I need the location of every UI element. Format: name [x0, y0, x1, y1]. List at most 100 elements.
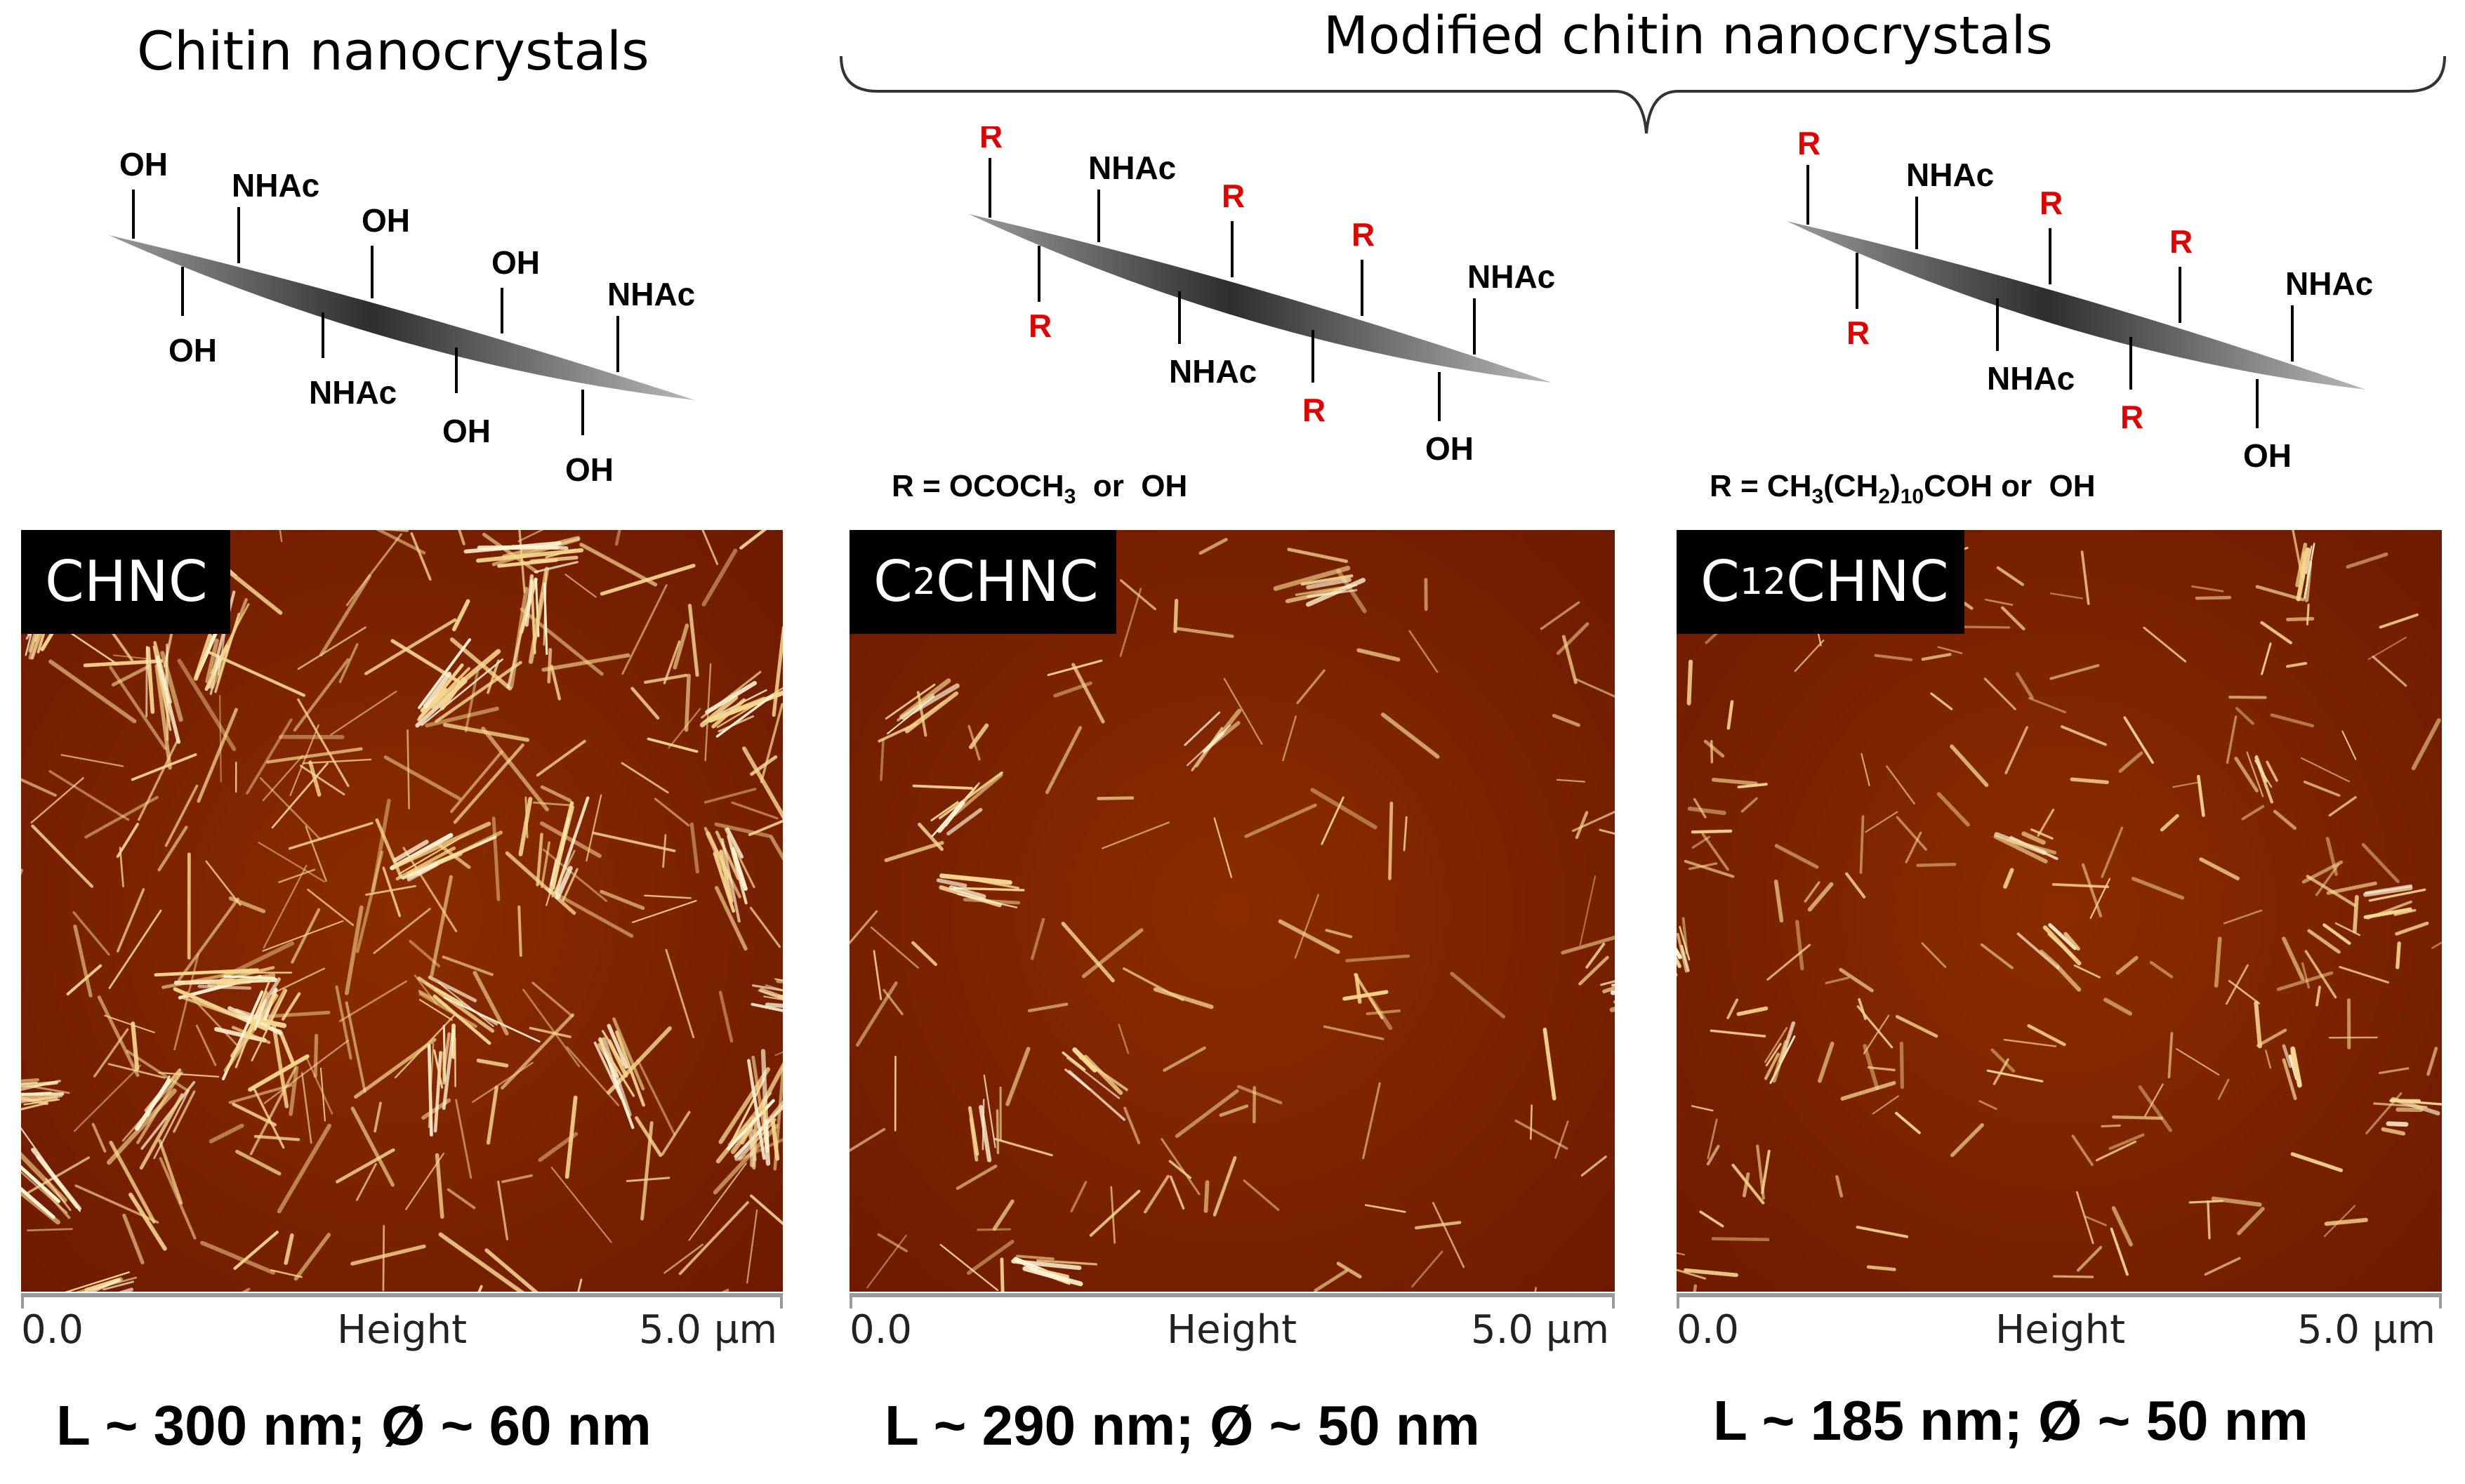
- nanocrystal-fiber: [344, 905, 364, 995]
- nanocrystal-fiber: [551, 849, 576, 898]
- nanocrystal-fiber: [548, 859, 557, 894]
- nanocrystal-fiber: [1575, 811, 1589, 840]
- nanocrystal-fiber: [1985, 598, 2014, 606]
- nanocrystal-fiber: [30, 777, 84, 824]
- nanocrystal-fiber: [103, 1280, 134, 1291]
- nanocrystal-fiber: [21, 1101, 48, 1111]
- nanocrystal-fiber: [550, 1167, 612, 1243]
- nanocrystal-fiber: [718, 1067, 771, 1144]
- nanocrystal-fiber: [405, 1153, 444, 1210]
- nanocrystal-fiber: [267, 988, 287, 1023]
- nanocrystal-fiber: [263, 1040, 349, 1104]
- nanocrystal-fiber: [956, 1164, 998, 1191]
- nanocrystal-fiber: [1707, 1118, 1718, 1160]
- nanocrystal-fiber: [2237, 1207, 2265, 1235]
- nanocrystal-fiber: [270, 1269, 303, 1278]
- nanocrystal-fiber: [1369, 997, 1393, 1031]
- nanocrystal-fiber: [2373, 1102, 2428, 1108]
- group-brace: [840, 55, 2446, 134]
- nanocrystal-fiber: [1905, 831, 1922, 863]
- nanocrystal-fiber: [262, 920, 344, 952]
- nanocrystal-fiber: [983, 1074, 996, 1148]
- nanocrystal-fiber: [116, 888, 145, 953]
- nanocrystal-fiber: [345, 1001, 366, 1093]
- nanocrystal-fiber: [305, 1056, 333, 1115]
- nanocrystal-fiber: [946, 807, 983, 836]
- nanocrystal-fiber: [1600, 980, 1615, 986]
- nanocrystal-fiber: [472, 1061, 534, 1104]
- nanocrystal-fiber: [1916, 863, 1957, 867]
- nanocrystal-fiber: [2049, 664, 2100, 680]
- nanocrystal-fiber: [2028, 697, 2067, 714]
- nanocrystal-fiber: [2241, 804, 2265, 821]
- nanocrystal-fiber: [497, 558, 558, 568]
- nanocrystal-fiber: [284, 1233, 294, 1265]
- nanocrystal-fiber: [1556, 779, 1585, 783]
- nanocrystal-fiber: [1342, 990, 1389, 1001]
- nanocrystal-fiber: [550, 801, 574, 887]
- nanocrystal-fiber: [2217, 1078, 2230, 1100]
- nanocrystal-fiber: [1693, 1284, 1698, 1292]
- nanocrystal-fiber: [2426, 1047, 2438, 1076]
- label-r: R: [1352, 216, 1375, 253]
- nanocrystal-fiber: [2290, 1152, 2344, 1172]
- nanocrystal-fiber: [884, 840, 944, 863]
- c2chnc-molecule: R NHAc R R NHAc R NHAc R OH: [969, 126, 1555, 467]
- nanocrystal-fiber: [60, 754, 124, 767]
- nanocrystal-fiber: [763, 1119, 771, 1166]
- nanocrystal-fiber: [91, 1122, 107, 1153]
- nanocrystal-fiber: [164, 784, 199, 847]
- nanocrystal-fiber: [484, 1248, 538, 1292]
- chnc-molecule: OH NHAc OH OH NHAc OH NHAc OH OH: [109, 146, 695, 488]
- nanocrystal-fiber: [509, 587, 529, 689]
- nanocrystal-fiber: [2080, 550, 2090, 605]
- nanocrystal-fiber: [1856, 1005, 1894, 1049]
- nanocrystal-fiber: [1679, 926, 1691, 961]
- nanocrystal-fiber: [662, 834, 667, 868]
- nanocrystal-fiber: [2290, 1049, 2299, 1079]
- nanocrystal-fiber: [442, 955, 494, 976]
- label-oh: OH: [362, 202, 410, 239]
- nanocrystal-fiber: [1321, 796, 1344, 845]
- nanocrystal-fiber: [2273, 809, 2297, 830]
- nanocrystal-fiber: [1408, 630, 1439, 673]
- nanocrystal-fiber: [21, 1095, 58, 1101]
- nanocrystal-fiber: [1123, 967, 1184, 1002]
- nanocrystal-fiber: [1691, 1105, 1714, 1112]
- nanocrystal-fiber: [621, 584, 668, 675]
- nanocrystal-fiber: [749, 906, 781, 948]
- nanocrystal-fiber: [640, 1121, 654, 1221]
- nanocrystal-fiber: [2225, 964, 2249, 1005]
- nanocrystal-fiber: [746, 1209, 758, 1284]
- molecule-diagrams: OH NHAc OH OH NHAc OH NHAc OH OH R NHAc …: [109, 126, 2373, 488]
- nanocrystal-fiber: [936, 878, 967, 888]
- nanocrystal-fiber: [1863, 1044, 1879, 1090]
- nanocrystal-fiber: [1983, 677, 2016, 710]
- nanocrystal-fiber: [546, 848, 564, 906]
- nanocrystal-fiber: [2071, 1134, 2094, 1166]
- nanocrystal-fiber: [1175, 1089, 1239, 1138]
- nanocrystal-fiber: [1097, 796, 1135, 800]
- sample-tag-c12chnc: C 12 CHNC: [1677, 530, 1964, 634]
- nanocrystal-fiber: [2110, 1227, 2129, 1276]
- nanocrystal-fiber: [699, 695, 739, 728]
- nanocrystal-fiber: [2306, 603, 2310, 625]
- nanocrystal-fiber: [450, 750, 503, 813]
- nanocrystal-fiber: [953, 773, 1003, 816]
- nanocrystal-fiber: [1144, 1174, 1170, 1214]
- nanocrystal-fiber: [443, 996, 541, 1043]
- nanocrystal-fiber: [266, 747, 363, 764]
- nanocrystal-fiber: [364, 618, 457, 675]
- nanocrystal-fiber: [463, 541, 562, 554]
- nanocrystal-fiber: [751, 1002, 783, 1012]
- nanocrystal-fiber: [1921, 942, 1947, 968]
- nanocrystal-fiber: [159, 1157, 197, 1240]
- nanocrystal-fiber: [689, 822, 700, 874]
- nanocrystal-fiber: [209, 976, 265, 984]
- nanocrystal-fiber: [598, 1037, 635, 1129]
- nanocrystal-fiber: [277, 1123, 332, 1214]
- nanocrystal-fiber: [2282, 936, 2305, 981]
- nanocrystal-fiber: [635, 1116, 663, 1158]
- nanocrystal-fiber: [1686, 659, 1693, 705]
- nanocrystal-fiber: [1411, 1250, 1443, 1288]
